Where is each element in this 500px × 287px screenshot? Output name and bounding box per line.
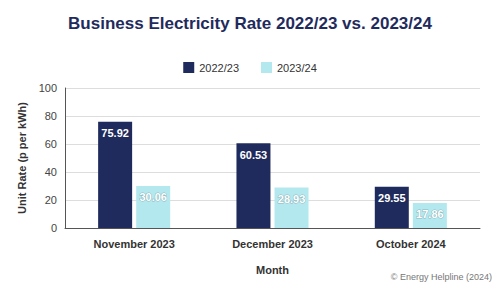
svg-text:December 2023: December 2023 xyxy=(232,238,313,250)
svg-text:November 2023: November 2023 xyxy=(94,238,175,250)
svg-text:30.06: 30.06 xyxy=(139,191,167,203)
svg-text:2022/23: 2022/23 xyxy=(199,62,239,74)
svg-text:0: 0 xyxy=(51,222,57,234)
svg-text:Business Electricity Rate 2022: Business Electricity Rate 2022/23 vs. 20… xyxy=(68,14,432,33)
svg-text:80: 80 xyxy=(45,110,57,122)
svg-text:© Energy Helpline (2024): © Energy Helpline (2024) xyxy=(391,272,492,282)
svg-text:100: 100 xyxy=(39,82,57,94)
svg-text:20: 20 xyxy=(45,194,57,206)
svg-text:Unit Rate (p per kWh): Unit Rate (p per kWh) xyxy=(16,102,28,214)
svg-text:60.53: 60.53 xyxy=(240,149,268,161)
svg-text:40: 40 xyxy=(45,166,57,178)
svg-text:60: 60 xyxy=(45,138,57,150)
svg-text:29.55: 29.55 xyxy=(378,192,406,204)
svg-text:17.86: 17.86 xyxy=(416,208,444,220)
svg-text:75.92: 75.92 xyxy=(101,127,129,139)
svg-text:28.93: 28.93 xyxy=(278,193,306,205)
svg-text:Month: Month xyxy=(256,264,289,276)
svg-text:October 2024: October 2024 xyxy=(376,238,447,250)
svg-text:2023/24: 2023/24 xyxy=(277,62,317,74)
